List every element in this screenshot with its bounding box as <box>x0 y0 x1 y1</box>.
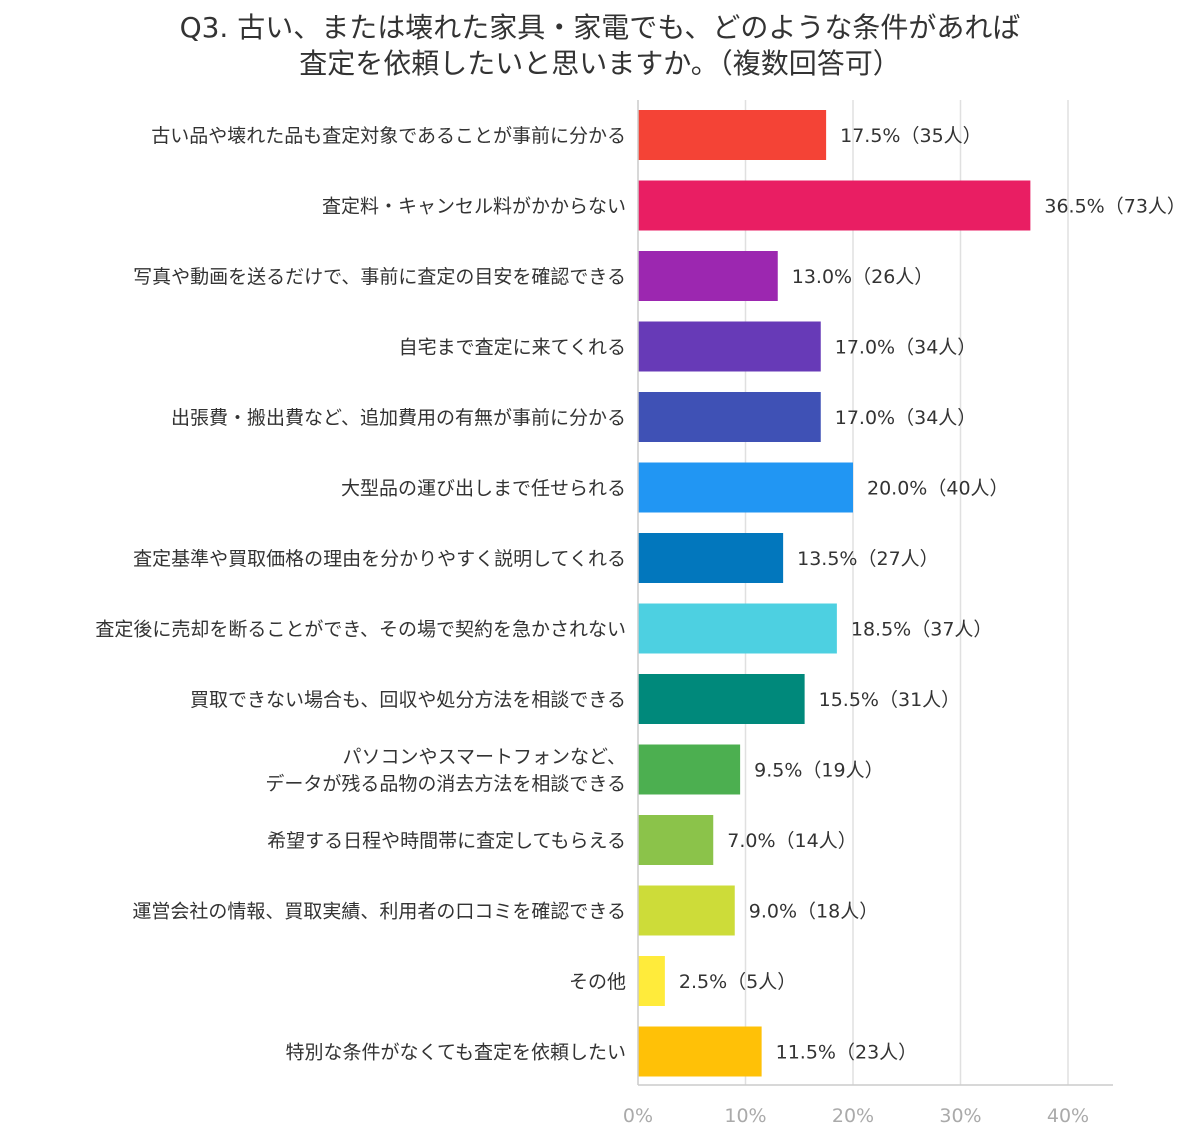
x-tick-label: 20% <box>832 1105 874 1127</box>
data-label: 17.5%（35人） <box>840 125 982 147</box>
bar <box>638 321 821 372</box>
data-label: 13.5%（27人） <box>797 548 939 570</box>
x-tick-label: 40% <box>1047 1105 1089 1127</box>
category-label: 自宅まで査定に来てくれる <box>399 337 626 359</box>
bar <box>638 533 784 583</box>
data-label: 9.5%（19人） <box>754 760 883 782</box>
data-label: 7.0%（14人） <box>727 830 856 852</box>
x-axis: 0% 10% 20% 30% 40% <box>623 100 1113 1127</box>
category-label: 特別な条件がなくても査定を依頼したい <box>286 1042 626 1064</box>
bar <box>638 251 778 301</box>
category-label: 査定料・キャンセル料がかからない <box>322 196 626 218</box>
bar <box>638 180 1031 231</box>
data-label: 17.0%（34人） <box>835 337 977 359</box>
bar <box>638 744 741 795</box>
category-label: パソコンやスマートフォンなど、 <box>343 746 626 768</box>
bar <box>638 1026 762 1077</box>
bar <box>638 956 665 1006</box>
data-label: 17.0%（34人） <box>835 407 977 429</box>
data-label: 2.5%（5人） <box>679 971 796 993</box>
category-label: 写真や動画を送るだけで、事前に査定の目安を確認できる <box>133 266 626 288</box>
bar <box>638 674 805 724</box>
category-label: 運営会社の情報、買取実績、利用者の口コミを確認できる <box>132 901 626 923</box>
category-label: 古い品や壊れた品も査定対象であることが事前に分かる <box>151 125 626 147</box>
data-label: 18.5%（37人） <box>851 619 993 641</box>
bar <box>638 603 837 654</box>
labels: 17.5%（35人） 古い品や壊れた品も査定対象であることが事前に分かる 36.5%… <box>95 125 1186 1064</box>
category-label: データが残る品物の消去方法を相談できる <box>265 773 626 795</box>
x-tick-label: 10% <box>724 1105 766 1127</box>
bar <box>638 110 827 160</box>
bar <box>638 885 735 936</box>
bar <box>638 392 821 442</box>
chart-title-line-1: Q3. 古い、または壊れた家具・家電でも、どのような条件があれば <box>179 11 1021 44</box>
chart-title-line-2: 査定を依頼したいと思いますか。（複数回答可） <box>299 47 901 80</box>
bar <box>638 815 714 865</box>
data-label: 36.5%（73人） <box>1044 196 1186 218</box>
category-label: 買取できない場合も、回収や処分方法を相談できる <box>190 689 626 711</box>
x-tick-label: 0% <box>623 1105 653 1127</box>
bar <box>638 462 853 513</box>
gridlines <box>744 100 1069 1085</box>
category-label: その他 <box>569 971 626 993</box>
data-label: 9.0%（18人） <box>749 901 878 923</box>
bars <box>638 110 1031 1077</box>
chart-title: Q3. 古い、または壊れた家具・家電でも、どのような条件があれば 査定を依頼した… <box>0 10 1200 82</box>
category-label: 大型品の運び出しまで任せられる <box>341 478 626 500</box>
x-tick-label: 30% <box>939 1105 981 1127</box>
category-label: 出張費・搬出費など、追加費用の有無が事前に分かる <box>171 407 626 429</box>
data-label: 13.0%（26人） <box>792 266 934 288</box>
data-label: 20.0%（40人） <box>867 478 1009 500</box>
data-label: 11.5%（23人） <box>776 1042 918 1064</box>
category-label: 希望する日程や時間帯に査定してもらえる <box>267 830 626 852</box>
category-label: 査定後に売却を断ることができ、その場で契約を急かされない <box>95 619 626 641</box>
data-label: 15.5%（31人） <box>819 689 961 711</box>
category-label: 査定基準や買取価格の理由を分かりやすく説明してくれる <box>133 548 626 570</box>
